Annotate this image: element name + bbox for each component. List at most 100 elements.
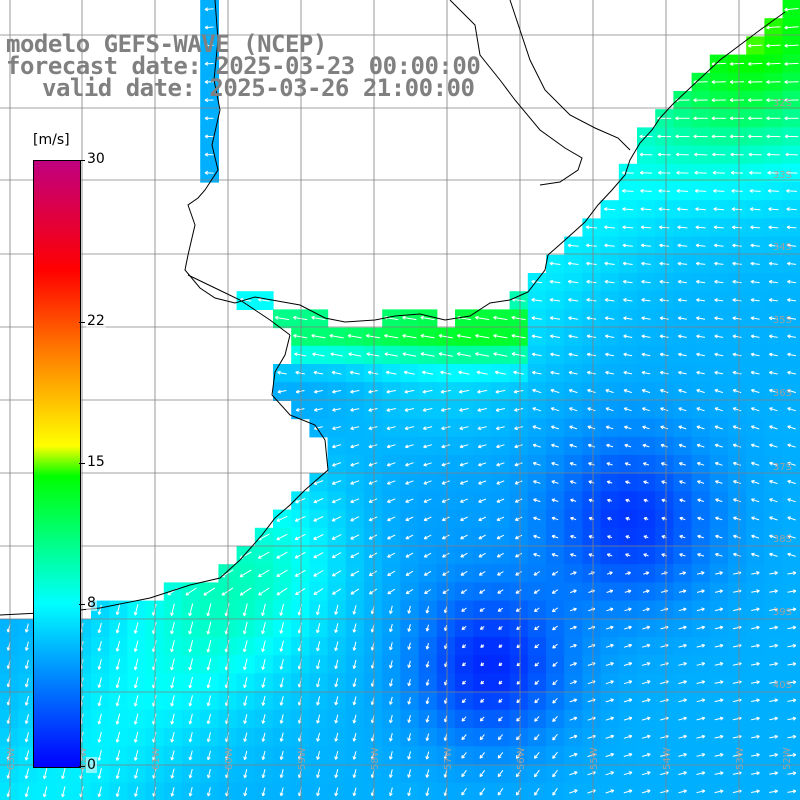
wind-arrow bbox=[621, 170, 634, 175]
wind-arrow bbox=[334, 604, 339, 615]
wind-arrow bbox=[386, 480, 396, 485]
wind-arrow bbox=[769, 753, 779, 757]
wind-arrow bbox=[170, 603, 175, 616]
wind-arrow bbox=[97, 640, 102, 652]
wind-arrow bbox=[534, 787, 540, 796]
wind-arrow bbox=[552, 715, 558, 722]
wind-arrow bbox=[712, 152, 726, 157]
wind-arrow bbox=[769, 552, 778, 557]
wind-arrow bbox=[423, 498, 432, 503]
wind-arrow bbox=[188, 732, 193, 743]
wind-arrow bbox=[549, 316, 561, 321]
wind-arrow bbox=[479, 716, 485, 722]
wind-arrow bbox=[350, 407, 360, 412]
wind-arrow bbox=[714, 443, 723, 448]
wind-arrow bbox=[607, 535, 613, 539]
wind-arrow bbox=[732, 279, 742, 284]
wind-arrow bbox=[625, 571, 631, 576]
wind-arrow bbox=[350, 588, 360, 595]
latitude-label: 34S bbox=[773, 242, 792, 253]
wind-arrow bbox=[604, 334, 615, 339]
wind-arrow bbox=[732, 298, 742, 303]
wind-arrow bbox=[534, 751, 540, 759]
wind-arrow bbox=[348, 352, 362, 357]
wind-arrow bbox=[766, 152, 780, 157]
wind-arrow bbox=[170, 787, 175, 797]
wind-arrow bbox=[659, 261, 669, 266]
wind-arrow bbox=[514, 534, 523, 540]
wind-arrow bbox=[696, 334, 705, 339]
wind-arrow bbox=[625, 498, 631, 503]
wind-arrow bbox=[332, 426, 342, 431]
wind-arrow bbox=[604, 298, 615, 302]
wind-arrow bbox=[425, 606, 430, 614]
wind-arrow bbox=[696, 316, 706, 321]
wind-arrow bbox=[261, 787, 266, 797]
wind-arrow bbox=[349, 370, 360, 375]
wind-arrow bbox=[623, 716, 633, 721]
wind-arrow bbox=[606, 589, 614, 594]
latitude-label: 39S bbox=[773, 607, 792, 618]
map-title-forecast-date: forecast date: 2025-03-23 00:00:00 bbox=[6, 52, 481, 80]
wind-arrow bbox=[622, 225, 634, 230]
wind-arrow bbox=[350, 516, 360, 522]
wind-arrow bbox=[404, 444, 414, 449]
wind-arrow bbox=[441, 444, 451, 449]
wind-arrow bbox=[313, 389, 323, 394]
colorbar-tick bbox=[79, 766, 85, 767]
wind-arrow bbox=[480, 680, 485, 685]
wind-arrow bbox=[751, 589, 760, 594]
wind-arrow bbox=[550, 370, 560, 375]
wind-arrow bbox=[642, 607, 650, 612]
wind-arrow bbox=[170, 750, 175, 761]
wind-arrow bbox=[514, 408, 524, 412]
wind-arrow bbox=[748, 61, 763, 66]
wind-arrow bbox=[715, 498, 723, 503]
wind-arrow bbox=[641, 698, 651, 703]
wind-arrow bbox=[769, 534, 778, 539]
wind-arrow bbox=[624, 425, 632, 430]
wind-arrow bbox=[279, 732, 284, 742]
wind-arrow bbox=[679, 553, 686, 557]
wind-arrow bbox=[714, 388, 724, 394]
wind-arrow bbox=[787, 734, 797, 739]
wind-arrow bbox=[496, 498, 505, 503]
wind-arrow bbox=[494, 370, 506, 375]
wind-arrow bbox=[203, 587, 216, 596]
grid-labels: 32S 33S 34S 35S 36S 37S 38S 39S 40S 63W 62W 61W 60W 5… bbox=[6, 98, 793, 770]
wind-arrow bbox=[441, 462, 451, 467]
wind-arrow bbox=[552, 751, 558, 759]
wind-arrow bbox=[188, 603, 194, 617]
colorbar-tick-label: 0 bbox=[86, 757, 97, 773]
wind-arrow bbox=[552, 643, 558, 649]
wind-arrow bbox=[347, 334, 362, 339]
wind-arrow bbox=[442, 570, 450, 576]
wind-arrow bbox=[403, 370, 415, 375]
colorbar-tick bbox=[79, 321, 85, 323]
wind-arrow bbox=[461, 625, 467, 630]
wind-arrow bbox=[313, 480, 324, 485]
wind-arrow bbox=[714, 680, 724, 685]
wind-arrow bbox=[533, 589, 540, 594]
wind-arrow bbox=[188, 640, 194, 653]
wind-arrow bbox=[625, 535, 631, 539]
wind-arrow bbox=[493, 334, 508, 339]
wind-arrow bbox=[133, 676, 139, 689]
wind-arrow bbox=[551, 607, 559, 613]
wind-arrow bbox=[279, 677, 284, 688]
wind-arrow bbox=[389, 660, 393, 669]
wind-arrow bbox=[425, 769, 430, 778]
wind-arrow bbox=[678, 589, 687, 594]
wind-arrow bbox=[642, 425, 650, 430]
wind-arrow bbox=[188, 750, 193, 761]
wind-arrow bbox=[115, 604, 121, 616]
wind-arrow bbox=[568, 316, 579, 321]
wind-arrow bbox=[24, 786, 30, 798]
wind-arrow bbox=[441, 480, 450, 485]
wind-arrow bbox=[675, 116, 690, 121]
wind-arrow bbox=[352, 769, 357, 778]
longitude-label: 53W bbox=[735, 747, 746, 770]
wind-arrow bbox=[769, 716, 779, 721]
wind-arrow bbox=[97, 731, 102, 743]
wind-arrow bbox=[769, 407, 778, 412]
